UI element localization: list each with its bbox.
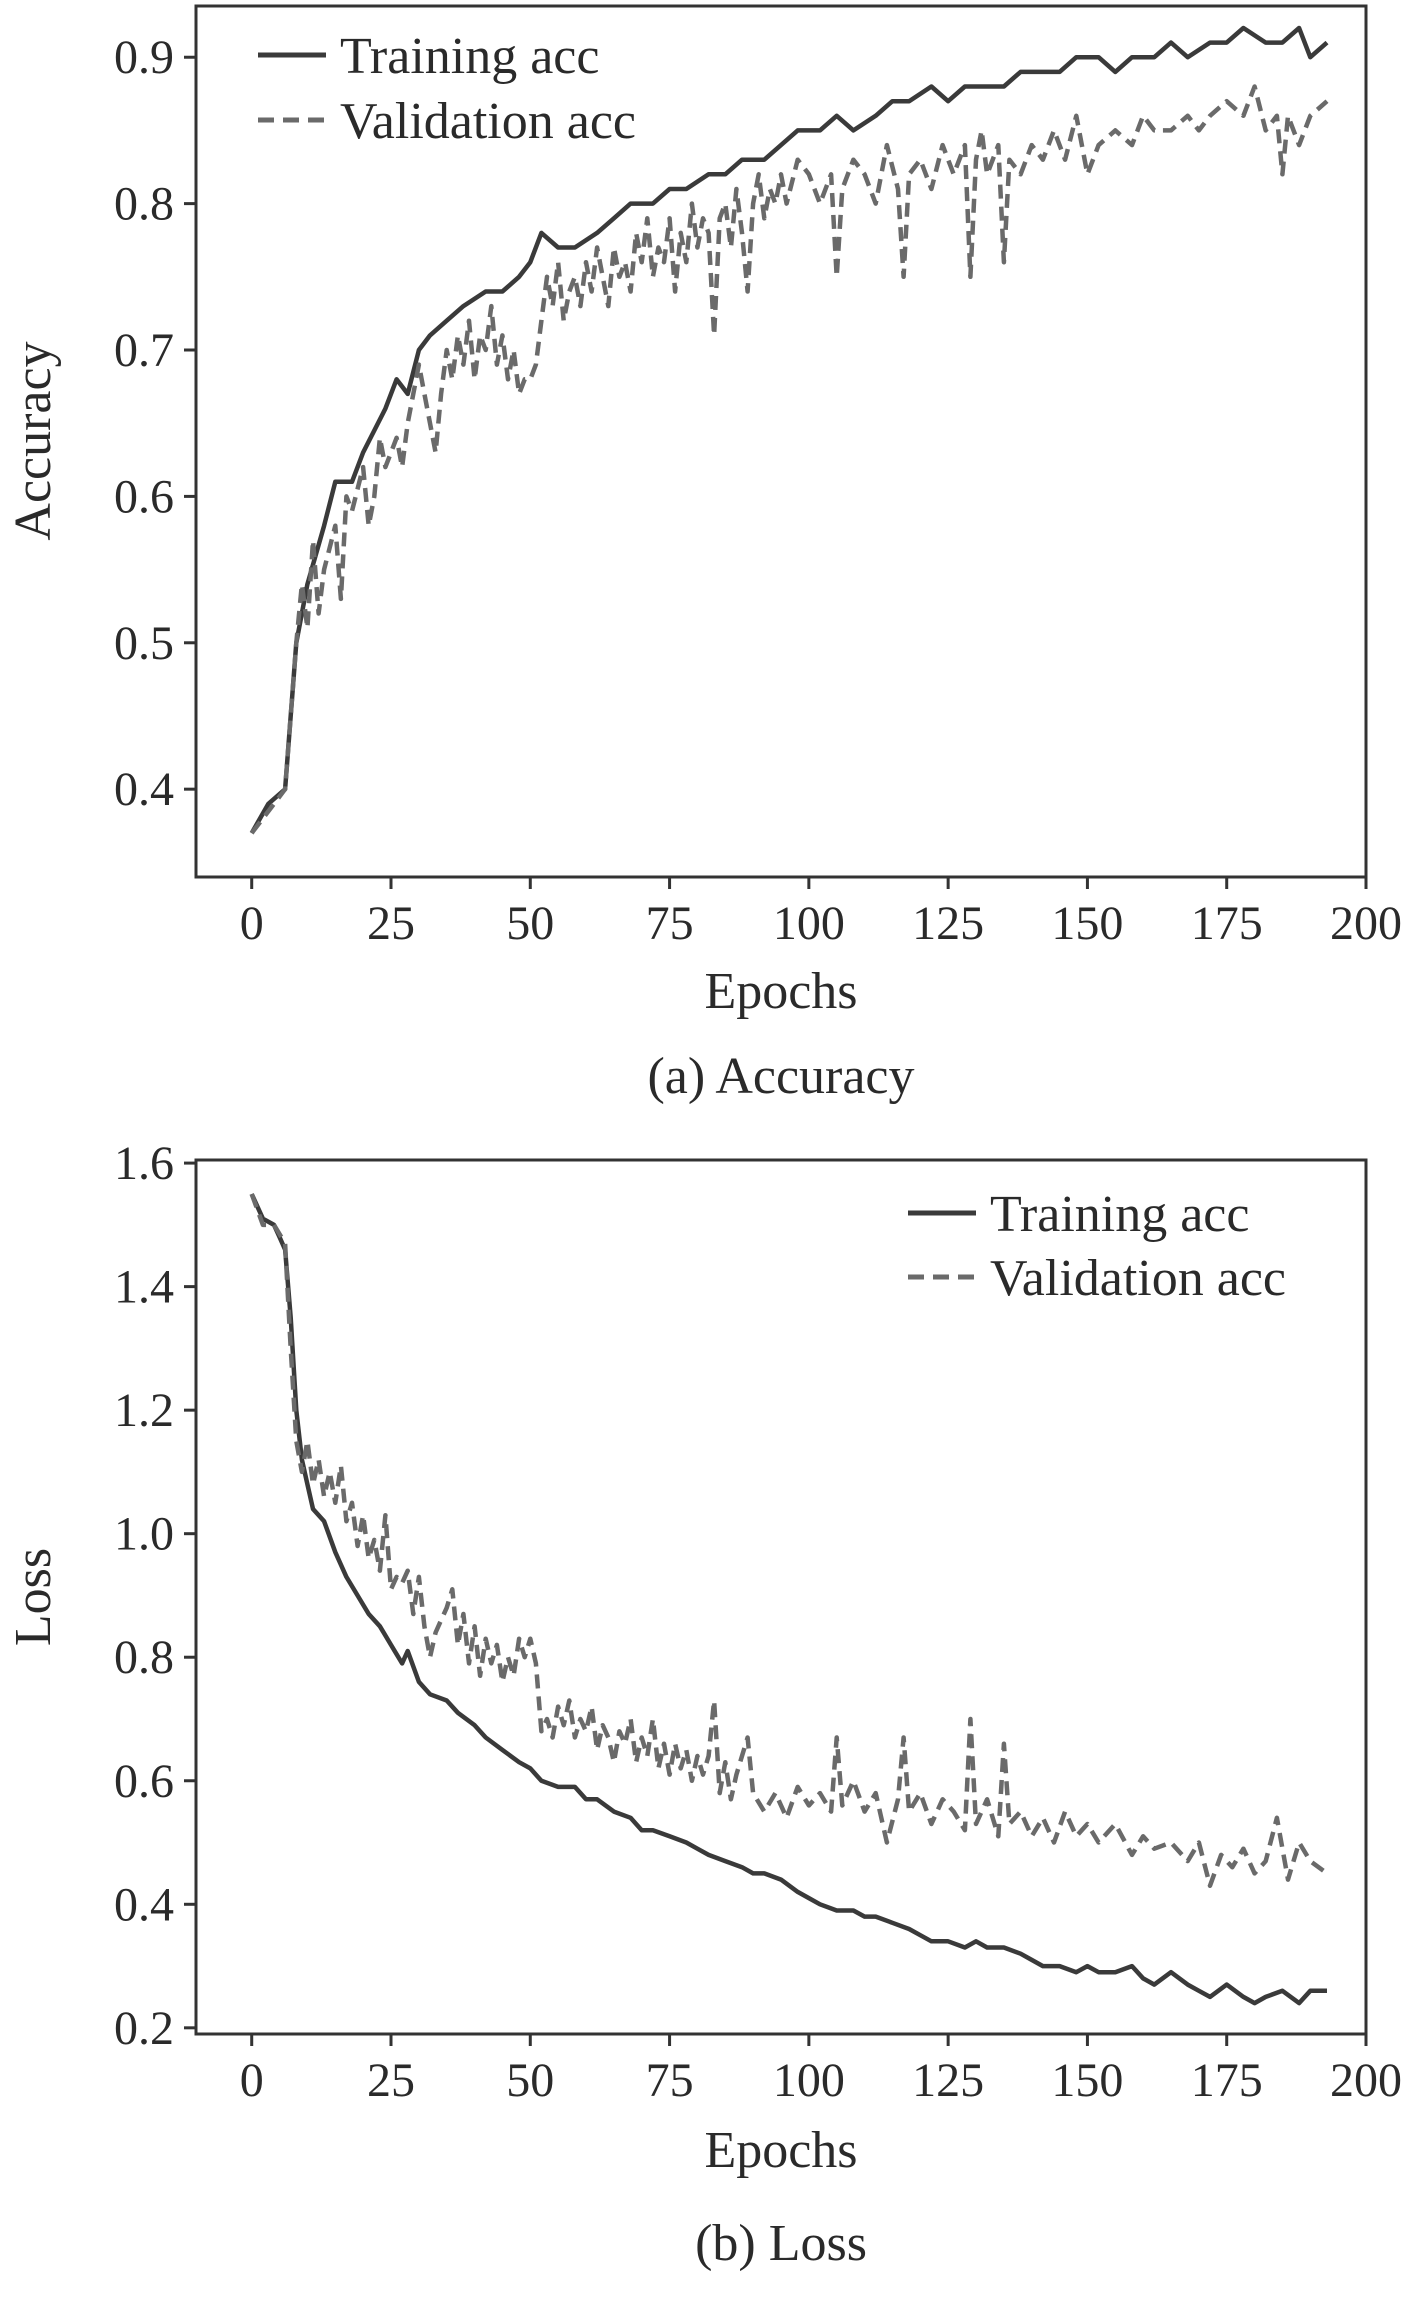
accuracy-y-axis-label: Accuracy (5, 341, 62, 540)
loss-x-tick-label: 175 (1191, 2054, 1263, 2107)
accuracy-legend: Training acc Validation acc (258, 28, 636, 150)
loss-training-line (249, 1193, 1327, 2006)
loss-chart: 0.2 0.4 0.6 0.8 1.0 1.2 1.4 1.6 0 25 50 75 100 125 15… (5, 1137, 1402, 2272)
loss-y-tick-label: 0.8 (114, 1631, 174, 1684)
accuracy-y-tick-label: 0.4 (114, 763, 174, 816)
loss-x-tick-label: 200 (1330, 2054, 1402, 2107)
loss-x-tick-label: 75 (646, 2054, 694, 2107)
accuracy-y-tick-label: 0.8 (114, 178, 174, 231)
accuracy-x-tick-label: 100 (773, 897, 845, 950)
loss-series (249, 1193, 1329, 2006)
loss-legend-validation-label: Validation acc (990, 1250, 1286, 1307)
loss-x-tick-label: 100 (773, 2054, 845, 2107)
loss-caption: (b) Loss (695, 2215, 867, 2272)
loss-x-tick-label: 25 (367, 2054, 415, 2107)
accuracy-x-ticks: 0 25 50 75 100 125 150 175 200 (240, 877, 1402, 950)
loss-legend: Training acc Validation acc (908, 1186, 1286, 1307)
loss-y-tick-label: 1.6 (114, 1137, 174, 1190)
accuracy-chart: 0.4 0.5 0.6 0.7 0.8 0.9 0 25 50 75 100 125 150 175 20… (5, 4, 1402, 1105)
loss-y-tick-label: 1.0 (114, 1508, 174, 1561)
loss-x-tick-label: 150 (1051, 2054, 1123, 2107)
accuracy-caption: (a) Accuracy (647, 1048, 914, 1105)
accuracy-x-tick-label: 0 (240, 897, 264, 950)
accuracy-x-tick-label: 200 (1330, 897, 1402, 950)
loss-y-tick-label: 1.2 (114, 1384, 174, 1437)
accuracy-validation-line (249, 84, 1329, 835)
loss-x-tick-label: 50 (506, 2054, 554, 2107)
loss-x-axis-label: Epochs (704, 2122, 857, 2179)
accuracy-plot-frame (194, 4, 1368, 879)
accuracy-x-tick-label: 25 (367, 897, 415, 950)
accuracy-x-tick-label: 175 (1191, 897, 1263, 950)
loss-x-tick-label: 125 (912, 2054, 984, 2107)
accuracy-x-tick-label: 125 (912, 897, 984, 950)
loss-x-tick-label: 0 (240, 2054, 264, 2107)
loss-y-tick-label: 0.6 (114, 1755, 174, 1808)
accuracy-y-tick-label: 0.5 (114, 617, 174, 670)
loss-y-tick-label: 0.4 (114, 1878, 174, 1931)
accuracy-legend-validation-label: Validation acc (340, 93, 636, 150)
accuracy-training-line (249, 25, 1329, 835)
loss-y-tick-label: 1.4 (114, 1261, 174, 1314)
accuracy-y-tick-label: 0.6 (114, 470, 174, 523)
accuracy-x-tick-label: 75 (646, 897, 694, 950)
accuracy-series (249, 25, 1329, 835)
accuracy-x-tick-label: 50 (506, 897, 554, 950)
accuracy-y-ticks: 0.4 0.5 0.6 0.7 0.8 0.9 (114, 31, 196, 816)
accuracy-x-tick-label: 150 (1051, 897, 1123, 950)
loss-y-tick-label: 0.2 (114, 2002, 174, 2055)
loss-y-axis-label: Loss (5, 1548, 62, 1646)
loss-legend-training-label: Training acc (990, 1186, 1249, 1243)
loss-plot-frame (194, 1158, 1368, 2036)
accuracy-legend-training-label: Training acc (340, 28, 599, 85)
loss-validation-line (249, 1193, 1329, 1889)
accuracy-y-tick-label: 0.9 (114, 31, 174, 84)
accuracy-y-tick-label: 0.7 (114, 324, 174, 377)
accuracy-x-axis-label: Epochs (704, 963, 857, 1020)
loss-y-ticks: 0.2 0.4 0.6 0.8 1.0 1.2 1.4 1.6 (114, 1137, 196, 2055)
loss-x-ticks: 0 25 50 75 100 125 150 175 200 (240, 2034, 1402, 2107)
